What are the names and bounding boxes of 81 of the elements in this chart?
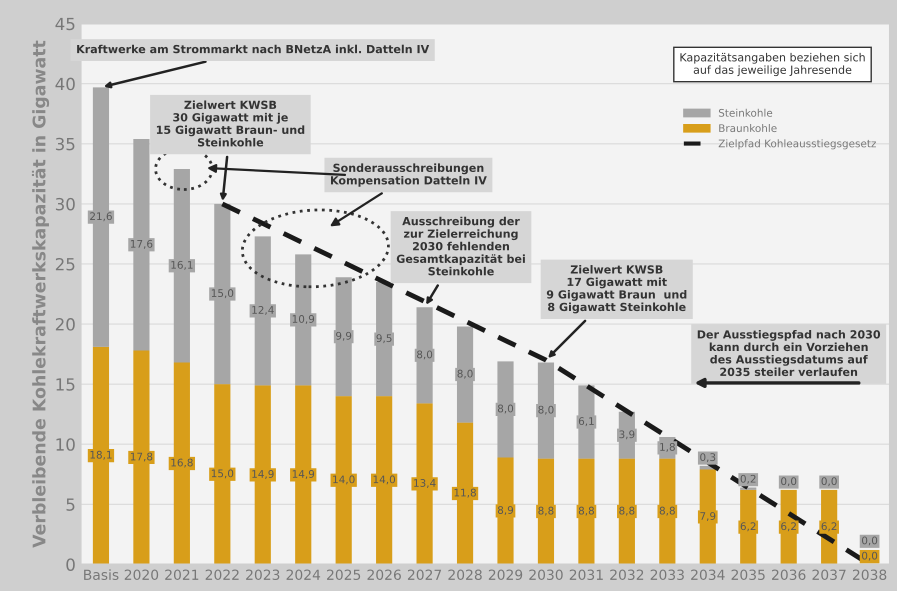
x-tick-label: 2034 xyxy=(691,570,725,580)
data-label: 0,0 xyxy=(862,536,878,546)
data-label: 8,0 xyxy=(498,404,514,414)
data-label: 8,0 xyxy=(417,350,432,360)
data-label: 6,2 xyxy=(740,522,756,532)
data-label: 0,0 xyxy=(862,552,878,561)
y-tick-label: 40 xyxy=(55,78,75,90)
x-tick-label: 2024 xyxy=(286,570,320,580)
annotation: Ausschreibung der zur Zielerreichung 2030 fehlenden Gesamtkapazität bei Steinkohle xyxy=(396,216,525,276)
x-tick-label: 2031 xyxy=(570,570,603,580)
data-label: 18,1 xyxy=(90,450,112,460)
data-label: 16,1 xyxy=(171,260,192,270)
y-tick-label: 10 xyxy=(56,438,75,451)
x-tick-label: 2037 xyxy=(812,570,846,580)
legend-label: Steinkohle xyxy=(718,108,772,117)
data-label: 8,0 xyxy=(538,406,554,415)
y-tick-label: 30 xyxy=(56,198,75,210)
data-label: 15,0 xyxy=(212,289,234,298)
data-label: 14,9 xyxy=(252,470,274,479)
data-label: 10,9 xyxy=(292,315,314,324)
annotation: Kraftwerke am Strommarkt nach BNetzA inkl. Datteln IV xyxy=(77,44,430,54)
data-label: 1,8 xyxy=(660,442,675,452)
data-label: 8,8 xyxy=(660,506,675,516)
data-label: 8,8 xyxy=(578,506,594,516)
y-tick-label: 25 xyxy=(56,258,74,271)
x-tick-label: 2020 xyxy=(124,570,158,580)
y-tick-label: 20 xyxy=(56,318,75,331)
data-label: 8,8 xyxy=(619,506,634,516)
data-label: 0,0 xyxy=(781,477,796,486)
data-label: 12,4 xyxy=(252,306,274,315)
data-label: 17,6 xyxy=(130,240,152,249)
x-tick-label: 2025 xyxy=(327,570,360,580)
x-tick-label: 2021 xyxy=(165,570,198,580)
x-tick-label: 2033 xyxy=(650,570,684,580)
data-label: 8,8 xyxy=(538,506,554,516)
x-tick-label: 2026 xyxy=(367,570,401,580)
y-tick-label: 45 xyxy=(55,18,74,30)
data-label: 6,2 xyxy=(822,522,836,532)
x-tick-label: 2029 xyxy=(488,570,522,580)
data-label: 14,0 xyxy=(333,475,355,484)
x-tick-label: 2032 xyxy=(610,570,644,580)
y-tick-label: 0 xyxy=(66,558,75,571)
data-label: 8,0 xyxy=(457,370,473,379)
annotation: Kapazitätsangaben beziehen sich auf das jeweilige Jahresende xyxy=(680,52,865,76)
data-label: 6,2 xyxy=(781,522,796,532)
data-label: 11,8 xyxy=(454,488,476,498)
data-label: 17,8 xyxy=(130,452,152,462)
y-tick-label: 35 xyxy=(56,138,74,150)
legend-label: Braunkohle xyxy=(719,124,777,132)
x-tick-label: 2022 xyxy=(206,570,239,580)
annotation: Zielwert KWSB 17 Gigawatt mit 9 Gigawatt Braun und 8 Gigawatt Steinkohle xyxy=(546,265,686,314)
annotation: Zielwert KWSB 30 Gigawatt mit je 15 Gigawatt Braun- und Steinkohle xyxy=(156,100,304,147)
data-label: 8,9 xyxy=(498,506,514,516)
x-tick-label: Basis xyxy=(84,569,118,580)
data-label: 9,9 xyxy=(336,332,352,341)
data-label: 7,9 xyxy=(700,512,716,522)
y-axis-title: Verbleibende Kohlekraftwerkskapazität in Gigawatt xyxy=(32,40,50,548)
data-label: 15,0 xyxy=(212,469,234,478)
data-label: 16,8 xyxy=(171,458,193,468)
data-label: 9,5 xyxy=(376,334,392,344)
x-tick-label: 2027 xyxy=(408,570,442,580)
y-tick-label: 5 xyxy=(66,498,74,511)
data-label: 14,9 xyxy=(292,470,314,479)
annotation: Sonderausschreibungen Kompensation Datteln IV xyxy=(331,163,487,187)
y-tick-label: 15 xyxy=(56,378,74,391)
data-label: 0,0 xyxy=(822,477,837,486)
data-label: 0,2 xyxy=(740,474,756,484)
legend-label: Zielpfad Kohleausstiegsgesetz xyxy=(718,139,876,150)
data-label: 14,0 xyxy=(374,475,396,484)
x-tick-label: 2030 xyxy=(529,570,563,580)
data-label: 6,1 xyxy=(578,417,594,426)
data-label: 3,9 xyxy=(619,430,634,440)
x-tick-label: 2038 xyxy=(852,570,886,580)
x-tick-label: 2036 xyxy=(772,570,806,580)
x-tick-label: 2035 xyxy=(732,570,765,580)
x-tick-label: 2028 xyxy=(448,570,482,580)
x-tick-label: 2023 xyxy=(246,570,280,580)
annotation: Der Ausstiegspfad nach 2030 kann durch ein Vorziehen des Ausstiegsdatums auf 2035 steiler verlaufen xyxy=(698,330,880,376)
data-label: 13,4 xyxy=(414,479,436,488)
data-label: 0,3 xyxy=(700,453,716,462)
data-label: 21,6 xyxy=(90,212,112,222)
